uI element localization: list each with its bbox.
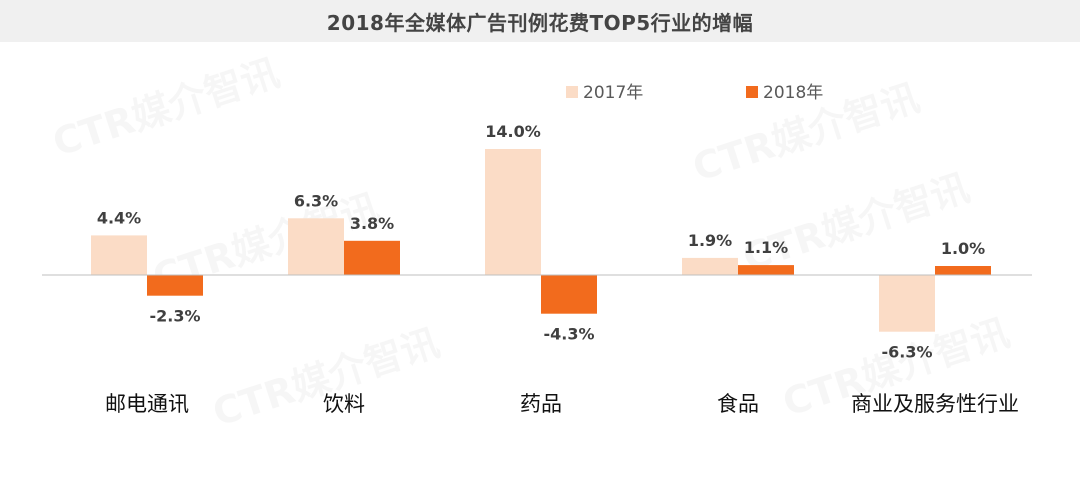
- legend-item-2018: 2018年: [746, 83, 823, 103]
- watermark-text: CTR媒介智讯: [47, 50, 284, 164]
- category-label-3: 食品: [717, 392, 759, 416]
- data-label-2017-1: 6.3%: [294, 191, 338, 210]
- bar-2017-4: [879, 275, 935, 332]
- data-label-2017-3: 1.9%: [688, 231, 732, 250]
- data-label-2018-2: -4.3%: [543, 325, 594, 344]
- data-label-2017-0: 4.4%: [97, 208, 141, 227]
- bar-2017-2: [485, 149, 541, 275]
- data-label-2018-0: -2.3%: [149, 307, 200, 326]
- bar-2018-4: [935, 266, 991, 275]
- data-label-2018-1: 3.8%: [350, 214, 394, 233]
- watermark-text: CTR媒介智讯: [207, 320, 444, 434]
- chart-title: 2018年全媒体广告刊例花费TOP5行业的增幅: [326, 10, 754, 35]
- legend-swatch-2018: [746, 86, 758, 98]
- category-label-0: 邮电通讯: [105, 392, 189, 416]
- bar-2017-1: [288, 218, 344, 275]
- chart-title-bar: 2018年全媒体广告刊例花费TOP5行业的增幅: [0, 0, 1080, 42]
- watermark-text: CTR媒介智讯: [737, 165, 974, 279]
- category-label-1: 饮料: [323, 392, 365, 416]
- data-label-2017-4: -6.3%: [881, 343, 932, 362]
- bar-2018-3: [738, 265, 794, 275]
- bar-2018-2: [541, 275, 597, 314]
- category-label-2: 药品: [520, 392, 562, 416]
- category-label-4: 商业及服务性行业: [851, 392, 1019, 416]
- data-label-2018-4: 1.0%: [941, 239, 985, 258]
- bar-2017-3: [682, 257, 738, 275]
- legend-item-2017: 2017年: [566, 83, 643, 103]
- legend-label-2018: 2018年: [763, 83, 823, 103]
- data-label-2018-3: 1.1%: [744, 238, 788, 257]
- bar-2018-0: [147, 275, 203, 296]
- bar-2017-0: [91, 235, 147, 275]
- legend-label-2017: 2017年: [583, 83, 643, 103]
- bar-2018-1: [344, 240, 400, 275]
- legend-swatch-2017: [566, 86, 578, 98]
- data-label-2017-2: 14.0%: [485, 122, 541, 141]
